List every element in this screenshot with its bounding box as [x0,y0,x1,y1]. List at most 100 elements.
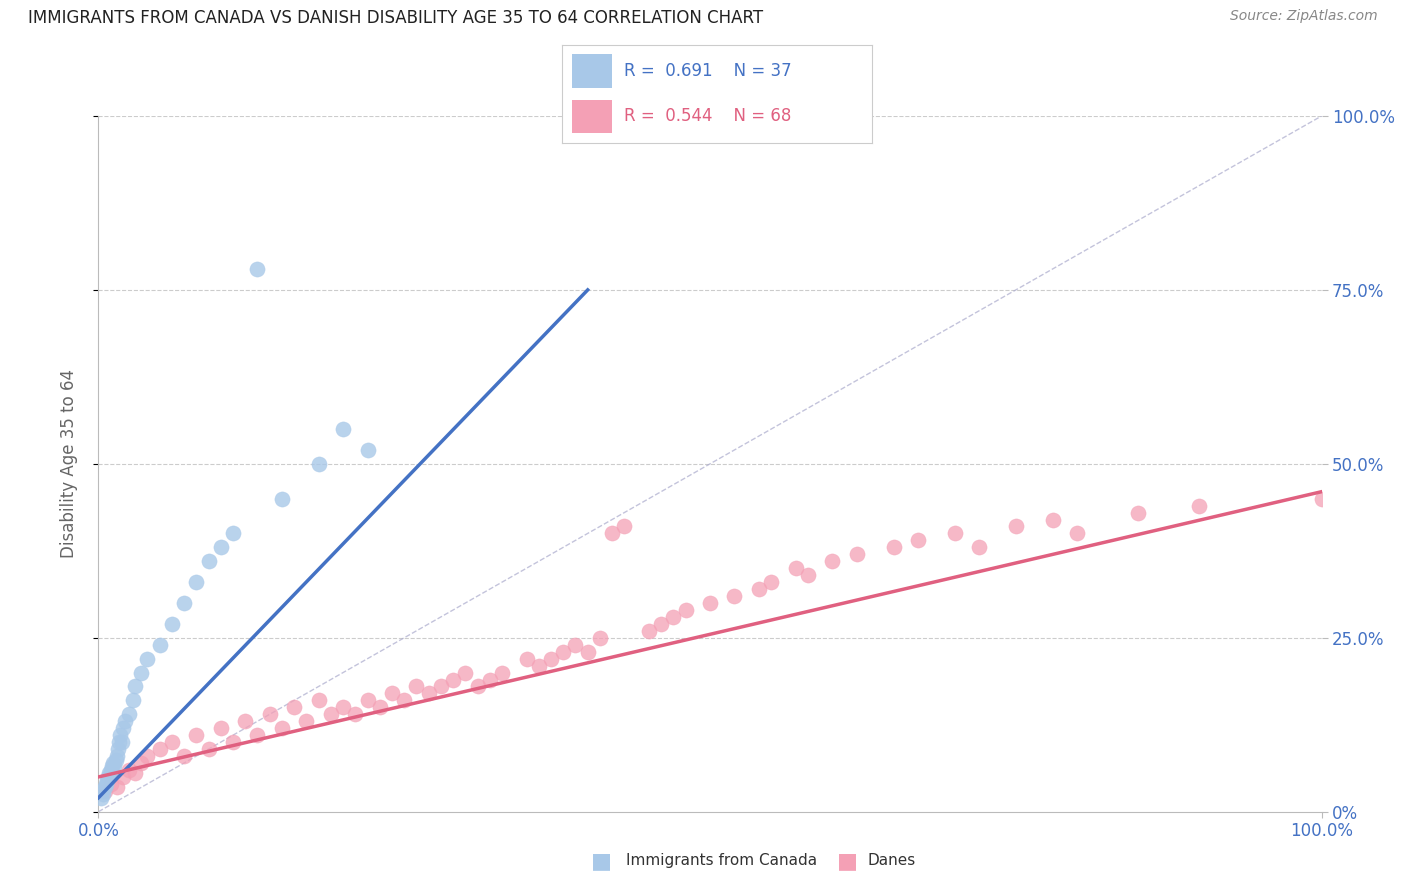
Point [107,742,129,756]
Point [93,780,115,795]
Point [124,680,146,694]
Point [662,610,685,624]
Point [104,753,127,767]
Point [94,777,117,791]
Point [160,735,183,749]
Point [576,645,599,659]
Point [90,790,112,805]
Point [246,262,269,277]
Point [797,568,820,582]
Point [246,728,269,742]
Point [821,554,844,568]
Point [149,742,172,756]
Point [1066,526,1088,541]
Point [344,707,367,722]
Point [638,624,661,638]
Point [332,422,354,436]
Point [491,665,513,680]
Point [121,693,143,707]
Point [699,596,721,610]
Point [319,707,342,722]
Point [118,763,141,777]
Point [105,780,128,795]
Point [270,721,294,735]
Point [222,526,245,541]
Text: Immigrants from Canada: Immigrants from Canada [626,854,817,868]
Point [589,631,612,645]
Point [98,766,121,780]
Point [111,721,134,735]
Point [136,651,159,665]
Point [295,714,318,729]
Point [527,658,550,673]
Point [1128,506,1150,520]
Point [478,673,501,687]
Point [1004,519,1026,533]
Point [209,721,232,735]
Point [613,519,636,533]
Point [418,686,440,700]
Point [259,707,281,722]
Point [540,651,562,665]
Point [111,735,134,749]
Y-axis label: Disability Age 35 to 64: Disability Age 35 to 64 [59,369,77,558]
Point [173,596,195,610]
Point [186,728,208,742]
Point [308,457,330,471]
Point [209,541,232,555]
Point [111,770,134,784]
Text: R =  0.544    N = 68: R = 0.544 N = 68 [624,107,792,125]
Point [173,749,195,764]
Point [356,693,378,707]
Point [96,773,118,788]
Text: ■: ■ [837,851,858,871]
Point [100,763,122,777]
Point [101,756,124,770]
Point [100,777,122,791]
Point [967,541,990,555]
Point [101,759,124,773]
Point [564,638,586,652]
Point [785,561,807,575]
Text: IMMIGRANTS FROM CANADA VS DANISH DISABILITY AGE 35 TO 64 CORRELATION CHART: IMMIGRANTS FROM CANADA VS DANISH DISABIL… [28,9,763,27]
Point [675,603,697,617]
Point [308,693,330,707]
Point [197,554,219,568]
Point [110,728,132,742]
Point [600,526,623,541]
Text: Source: ZipAtlas.com: Source: ZipAtlas.com [1230,9,1378,23]
Point [103,759,125,773]
Point [883,541,905,555]
Point [108,735,131,749]
Point [392,693,416,707]
Point [748,582,770,596]
Point [553,645,575,659]
Point [129,756,152,770]
Point [845,547,868,561]
Text: ■: ■ [591,851,612,871]
Bar [572,100,612,133]
Point [1188,499,1211,513]
Point [454,665,477,680]
Point [1042,512,1064,526]
Point [430,680,453,694]
Point [270,491,294,506]
Point [943,526,966,541]
Point [405,680,427,694]
Point [332,700,354,714]
Point [467,680,489,694]
Point [650,616,672,631]
Point [761,575,783,590]
Point [93,784,115,798]
Point [233,714,256,729]
Point [516,651,538,665]
Text: R =  0.691    N = 37: R = 0.691 N = 37 [624,62,792,80]
Point [136,749,159,764]
Point [97,770,120,784]
Point [149,638,172,652]
Point [91,784,114,798]
Point [222,735,245,749]
Point [91,788,114,801]
Point [1310,491,1333,506]
Point [186,575,208,590]
